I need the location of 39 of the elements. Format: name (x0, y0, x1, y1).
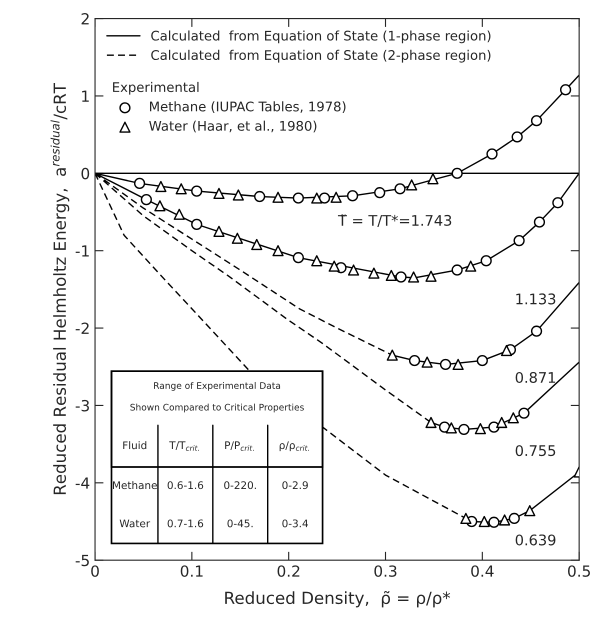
x-axis-title: Reduced Density, ρ̃ = ρ/ρ* (225, 590, 450, 608)
x-tick-label: 0.5 (568, 565, 590, 577)
y-tick-label: -5 (76, 554, 89, 566)
x-tick-label: 0.3 (374, 565, 396, 577)
y-tick-label: 0 (81, 168, 90, 180)
y-tick-label: 2 (82, 13, 89, 24)
annotation: 0-2.9 (282, 481, 308, 490)
x-tick-label: 0.2 (278, 565, 300, 577)
y-tick-label: -4 (76, 477, 90, 489)
annotation: T̃ = T/T*=1.743 (338, 214, 452, 228)
y-tick-label: -2 (76, 322, 89, 334)
annotation: 0.639 (516, 534, 556, 546)
annotation: T/T$_{crit.}$ (169, 441, 199, 451)
x-tick-label: 0.4 (471, 565, 494, 577)
annotation: 0.6-1.6 (168, 481, 204, 490)
x-tick-label: 0 (91, 565, 99, 577)
annotation: 0-3.4 (282, 519, 308, 528)
legend-label: Water (Haar, et al., 1980) (149, 120, 316, 132)
annotation: 0-45. (227, 519, 253, 528)
annotation: 0-220. (224, 481, 256, 490)
y-tick-label: -3 (76, 400, 89, 412)
annotation: Methane (113, 481, 157, 490)
legend-label: Methane (IUPAC Tables, 1978) (150, 101, 346, 114)
y-tick-label: 1 (82, 90, 89, 102)
annotation: Fluid (123, 441, 146, 450)
legend-label: Calculated from Equation of State (1-phase region) (151, 30, 490, 44)
annotation: 0.755 (516, 445, 556, 456)
y-tick-label: -1 (76, 245, 89, 256)
annotation: P/P$_{crit.}$ (225, 441, 254, 451)
annotation: 0.871 (516, 372, 556, 383)
text: Range of Experimental Data Shown Compared to Critical Properties (130, 382, 304, 412)
annotation: ρ/ρ$_{crit.}$ (280, 441, 309, 452)
annotation: 0.7-1.6 (168, 519, 204, 528)
legend-label: Calculated from Equation of State (2-phase region) (151, 50, 490, 63)
annotation: Water (120, 520, 150, 528)
legend-title: Experimental (113, 82, 199, 95)
annotation: 1.133 (516, 293, 556, 304)
y-axis-title: Reduced Residual Helmholtz Energy, a$^{residual}$/cRT (50, 83, 70, 494)
x-tick-label: 0.1 (180, 565, 203, 577)
